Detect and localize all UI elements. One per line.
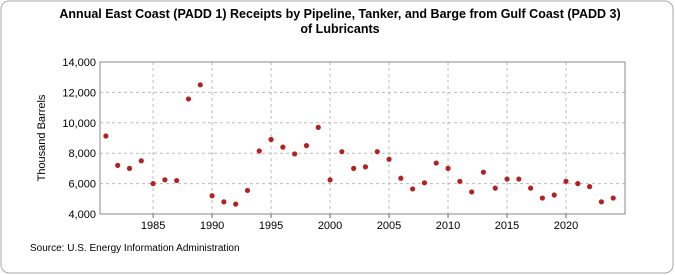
data-point (315, 124, 321, 130)
data-point (197, 82, 203, 88)
data-point (138, 158, 144, 164)
title-line: Annual East Coast (PADD 1) Receipts by P… (59, 7, 620, 21)
data-point (528, 185, 534, 191)
data-point (221, 199, 227, 205)
x-tick-label: 2005 (377, 220, 401, 232)
y-tick-label: 8,000 (68, 148, 96, 160)
y-tick-label: 4,000 (68, 209, 96, 221)
data-point (185, 96, 192, 102)
data-point (174, 177, 180, 184)
data-point (480, 169, 487, 175)
data-point (162, 177, 168, 183)
x-tick-label: 1995 (259, 220, 283, 232)
title-line: of Lubricants (300, 22, 379, 36)
x-tick-label: 2000 (318, 220, 342, 232)
y-axis-label: Thousand Barrels (36, 94, 48, 181)
data-point (469, 189, 475, 195)
data-point (398, 175, 404, 181)
data-point (103, 133, 109, 139)
y-tick-label: 14,000 (62, 57, 96, 69)
data-point (209, 193, 215, 199)
data-point (445, 165, 451, 171)
x-tick-label: 1990 (200, 220, 224, 232)
y-tick-label: 12,000 (62, 87, 96, 99)
data-point (492, 185, 498, 191)
data-point (504, 176, 510, 182)
data-point (575, 181, 581, 187)
data-point (362, 164, 369, 170)
data-point (150, 181, 156, 187)
x-tick-label: 1985 (141, 220, 165, 232)
data-point (386, 156, 392, 162)
data-point (563, 178, 569, 184)
data-point (126, 165, 133, 171)
data-point (233, 201, 239, 207)
data-point (539, 195, 546, 201)
chart-title: Annual East Coast (PADD 1) Receipts by P… (59, 7, 620, 36)
data-point (115, 162, 121, 168)
data-point (433, 160, 439, 166)
data-point (292, 151, 298, 157)
data-point (410, 186, 416, 192)
x-tick-label: 2015 (495, 220, 519, 232)
data-point (516, 176, 522, 182)
plot-area (99, 61, 626, 215)
x-tick-label: 2020 (554, 220, 578, 232)
data-point (327, 177, 333, 183)
y-tick-label: 6,000 (68, 179, 96, 191)
data-point (610, 195, 616, 201)
source: Source: U.S. Energy Information Administ… (30, 243, 240, 254)
x-tick-label: 2010 (436, 220, 460, 232)
data-point (303, 143, 310, 149)
data-point (457, 178, 463, 184)
data-point (280, 144, 286, 150)
data-point (351, 165, 357, 171)
data-point (374, 149, 380, 155)
data-point (551, 192, 557, 198)
data-point (587, 184, 593, 190)
data-point (256, 148, 262, 154)
y-tick-label: 10,000 (62, 118, 96, 130)
data-point (421, 180, 428, 186)
data-point (598, 199, 605, 205)
data-point (244, 187, 251, 194)
data-point (339, 149, 345, 155)
data-point (268, 136, 274, 143)
